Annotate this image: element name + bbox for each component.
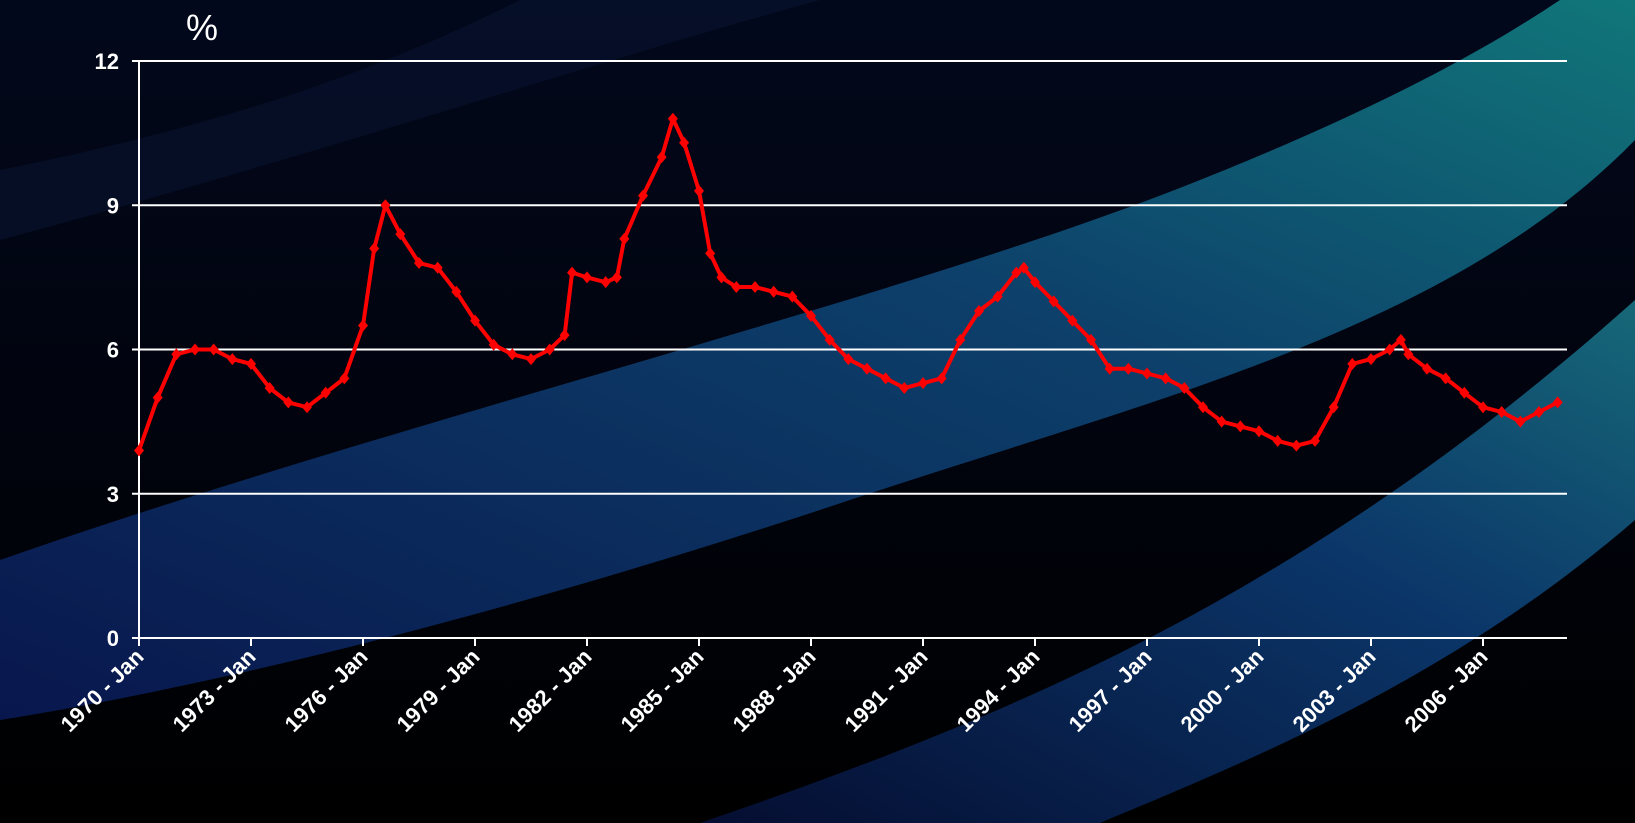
data-point xyxy=(1534,406,1544,419)
data-point xyxy=(1384,343,1395,356)
data-point xyxy=(134,444,144,457)
data-line xyxy=(137,116,1559,452)
data-point xyxy=(1011,266,1022,279)
data-point xyxy=(1216,415,1227,428)
data-point xyxy=(1104,362,1115,375)
data-point xyxy=(716,271,727,284)
data-point xyxy=(246,357,256,370)
data-point xyxy=(955,333,966,346)
data-point xyxy=(638,189,648,202)
background-band xyxy=(0,0,820,240)
data-point xyxy=(1347,357,1358,370)
data-point xyxy=(507,348,518,361)
data-point xyxy=(526,353,536,366)
data-point xyxy=(667,112,678,125)
data-point xyxy=(582,271,592,284)
data-point xyxy=(1478,401,1488,414)
data-point xyxy=(1048,295,1059,308)
data-point xyxy=(862,362,872,375)
data-point xyxy=(1198,401,1208,414)
data-point xyxy=(227,353,238,366)
data-point xyxy=(320,386,331,399)
data-point xyxy=(899,381,910,394)
data-point xyxy=(1422,362,1432,375)
data-point xyxy=(1235,420,1246,433)
data-point xyxy=(1366,353,1376,366)
data-point xyxy=(1310,434,1320,447)
data-point xyxy=(1067,314,1078,327)
data-point xyxy=(339,372,350,385)
data-point xyxy=(171,348,182,361)
data-point xyxy=(787,290,798,303)
data-point xyxy=(395,228,406,241)
data-point xyxy=(619,232,630,245)
data-point xyxy=(1272,434,1283,447)
data-point xyxy=(611,271,622,284)
data-point xyxy=(1496,406,1507,419)
background-band xyxy=(0,0,1635,720)
y-tick-label: 12 xyxy=(95,49,119,74)
data-point xyxy=(731,280,742,293)
data-point xyxy=(679,136,690,149)
data-point xyxy=(369,242,380,255)
data-point xyxy=(190,343,200,356)
data-point xyxy=(380,199,391,212)
data-point xyxy=(1459,386,1470,399)
data-point xyxy=(488,338,499,351)
data-point xyxy=(451,285,462,298)
data-point xyxy=(1123,362,1134,375)
data-point xyxy=(567,266,578,279)
data-point xyxy=(152,391,163,404)
data-point xyxy=(1254,425,1264,438)
data-point xyxy=(806,309,816,322)
y-tick-label: 0 xyxy=(107,626,119,651)
data-point xyxy=(705,247,716,260)
data-point xyxy=(559,329,570,342)
data-point xyxy=(1291,439,1302,452)
data-point xyxy=(1142,367,1152,380)
data-point xyxy=(1086,333,1096,346)
data-point xyxy=(1515,415,1526,428)
data-point xyxy=(1030,276,1040,289)
data-point xyxy=(302,401,312,414)
data-point xyxy=(1328,401,1339,414)
data-point xyxy=(1403,348,1414,361)
data-point xyxy=(1395,333,1406,346)
data-point xyxy=(600,276,611,289)
data-point xyxy=(974,305,984,318)
data-point xyxy=(768,285,779,298)
y-axis-label: % xyxy=(186,7,218,48)
data-point xyxy=(918,377,928,390)
data-point xyxy=(358,319,368,332)
data-point xyxy=(843,353,854,366)
data-point xyxy=(264,381,275,394)
data-point xyxy=(470,314,480,327)
data-point xyxy=(1018,261,1029,274)
data-point xyxy=(824,333,835,346)
data-point xyxy=(283,396,294,409)
data-point xyxy=(1160,372,1171,385)
data-point xyxy=(1440,372,1451,385)
data-point xyxy=(1179,381,1190,394)
data-point xyxy=(880,372,891,385)
data-point xyxy=(208,343,219,356)
data-point xyxy=(1552,396,1563,409)
data-point xyxy=(544,343,555,356)
background-band xyxy=(700,300,1635,823)
y-tick-label: 3 xyxy=(107,482,119,507)
data-point xyxy=(414,256,424,269)
y-tick-label: 6 xyxy=(107,338,119,363)
data-point xyxy=(992,290,1003,303)
data-point xyxy=(432,261,443,274)
data-point xyxy=(750,280,760,293)
data-point xyxy=(656,151,667,164)
data-point xyxy=(694,184,704,197)
data-point xyxy=(936,372,947,385)
y-tick-label: 9 xyxy=(107,193,119,218)
